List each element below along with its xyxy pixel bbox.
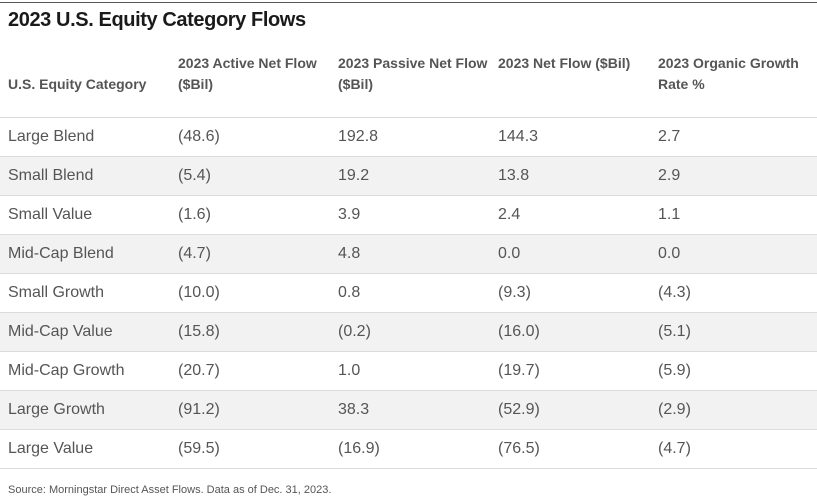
net-flow-cell: 144.3 xyxy=(498,117,658,157)
net-flow-cell: (16.0) xyxy=(498,312,658,352)
active-net-flow-cell: (59.5) xyxy=(178,429,338,469)
active-net-flow-cell: (15.8) xyxy=(178,312,338,352)
passive-net-flow-cell: 38.3 xyxy=(338,390,498,430)
top-rule xyxy=(0,2,817,3)
passive-net-flow-cell: 1.0 xyxy=(338,351,498,391)
table-row: Small Blend (5.4) 19.2 13.8 2.9 xyxy=(0,156,817,196)
organic-growth-rate-cell: (2.9) xyxy=(658,390,817,430)
table-row: Mid-Cap Blend (4.7) 4.8 0.0 0.0 xyxy=(0,234,817,274)
active-net-flow-cell: (10.0) xyxy=(178,273,338,313)
net-flow-cell: (52.9) xyxy=(498,390,658,430)
organic-growth-rate-cell: 2.7 xyxy=(658,117,817,157)
header-row: U.S. Equity Category 2023 Active Net Flo… xyxy=(0,47,817,118)
active-net-flow-cell: (48.6) xyxy=(178,117,338,157)
organic-growth-rate-cell: 1.1 xyxy=(658,195,817,235)
net-flow-cell: 13.8 xyxy=(498,156,658,196)
column-header-category: U.S. Equity Category xyxy=(0,47,178,118)
category-cell: Small Value xyxy=(0,195,178,235)
category-cell: Large Growth xyxy=(0,390,178,430)
passive-net-flow-cell: 3.9 xyxy=(338,195,498,235)
table-row: Large Blend (48.6) 192.8 144.3 2.7 xyxy=(0,117,817,157)
category-cell: Small Blend xyxy=(0,156,178,196)
category-cell: Mid-Cap Value xyxy=(0,312,178,352)
table-row: Small Value (1.6) 3.9 2.4 1.1 xyxy=(0,195,817,235)
organic-growth-rate-cell: (4.7) xyxy=(658,429,817,469)
source-note: Source: Morningstar Direct Asset Flows. … xyxy=(8,484,332,496)
organic-growth-rate-cell: 2.9 xyxy=(658,156,817,196)
column-header-organic-growth-rate: 2023 Organic Growth Rate % xyxy=(658,47,817,118)
table-row: Large Growth (91.2) 38.3 (52.9) (2.9) xyxy=(0,390,817,430)
table-row: Mid-Cap Value (15.8) (0.2) (16.0) (5.1) xyxy=(0,312,817,352)
net-flow-cell: (9.3) xyxy=(498,273,658,313)
net-flow-cell: 2.4 xyxy=(498,195,658,235)
active-net-flow-cell: (1.6) xyxy=(178,195,338,235)
organic-growth-rate-cell: (5.1) xyxy=(658,312,817,352)
category-cell: Large Blend xyxy=(0,117,178,157)
active-net-flow-cell: (4.7) xyxy=(178,234,338,274)
passive-net-flow-cell: 192.8 xyxy=(338,117,498,157)
passive-net-flow-cell: (0.2) xyxy=(338,312,498,352)
organic-growth-rate-cell: (5.9) xyxy=(658,351,817,391)
organic-growth-rate-cell: (4.3) xyxy=(658,273,817,313)
net-flow-cell: 0.0 xyxy=(498,234,658,274)
table-row: Mid-Cap Growth (20.7) 1.0 (19.7) (5.9) xyxy=(0,351,817,391)
table-row: Large Value (59.5) (16.9) (76.5) (4.7) xyxy=(0,429,817,469)
passive-net-flow-cell: (16.9) xyxy=(338,429,498,469)
category-cell: Large Value xyxy=(0,429,178,469)
column-header-passive-net-flow: 2023 Passive Net Flow ($Bil) xyxy=(338,47,498,118)
category-cell: Mid-Cap Blend xyxy=(0,234,178,274)
passive-net-flow-cell: 0.8 xyxy=(338,273,498,313)
column-header-net-flow: 2023 Net Flow ($Bil) xyxy=(498,47,658,118)
flows-table: U.S. Equity Category 2023 Active Net Flo… xyxy=(0,47,817,469)
column-header-active-net-flow: 2023 Active Net Flow ($Bil) xyxy=(178,47,338,118)
table-body: Large Blend (48.6) 192.8 144.3 2.7 Small Blen… xyxy=(0,117,817,469)
active-net-flow-cell: (5.4) xyxy=(178,156,338,196)
organic-growth-rate-cell: 0.0 xyxy=(658,234,817,274)
active-net-flow-cell: (20.7) xyxy=(178,351,338,391)
active-net-flow-cell: (91.2) xyxy=(178,390,338,430)
table-row: Small Growth (10.0) 0.8 (9.3) (4.3) xyxy=(0,273,817,313)
category-cell: Small Growth xyxy=(0,273,178,313)
category-cell: Mid-Cap Growth xyxy=(0,351,178,391)
table-title: 2023 U.S. Equity Category Flows xyxy=(8,9,306,31)
net-flow-cell: (19.7) xyxy=(498,351,658,391)
passive-net-flow-cell: 4.8 xyxy=(338,234,498,274)
passive-net-flow-cell: 19.2 xyxy=(338,156,498,196)
net-flow-cell: (76.5) xyxy=(498,429,658,469)
